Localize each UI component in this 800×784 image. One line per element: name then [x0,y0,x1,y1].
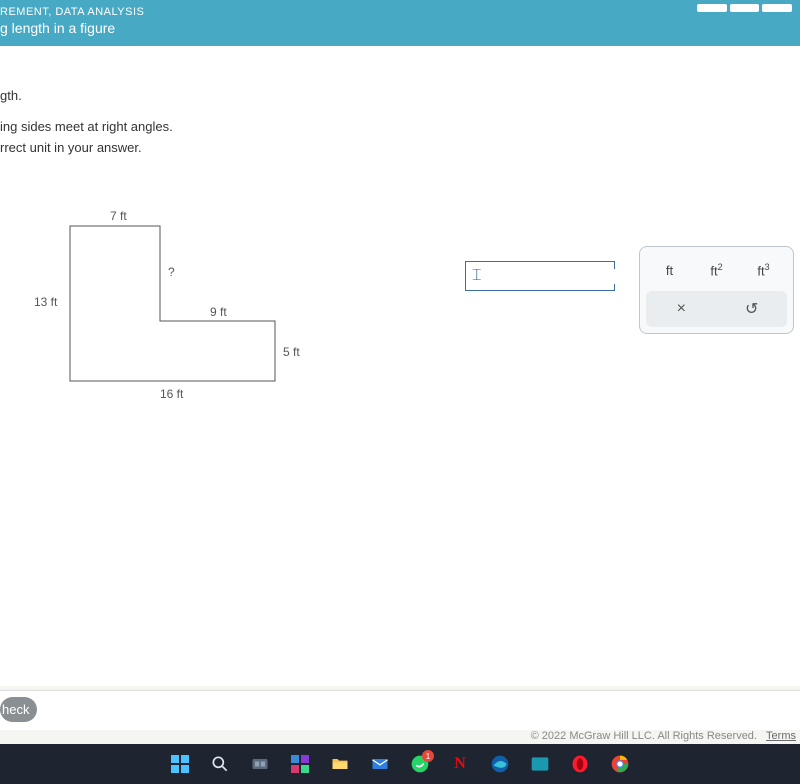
unit-ft-button[interactable]: ft [646,259,693,282]
problem-line-2: ing sides meet at right angles. [0,117,800,138]
copyright-text: © 2022 McGraw Hill LLC. All Rights Reser… [531,730,757,742]
label-right: 5 ft [283,345,300,359]
progress-indicator [697,4,792,12]
geometry-figure: 7 ft ? 13 ft 9 ft 5 ft 16 ft [20,206,320,406]
start-button[interactable] [169,753,191,775]
undo-button[interactable]: ↺ [717,299,788,319]
mail-icon[interactable] [369,753,391,775]
text-cursor-icon: ⌶ [472,267,482,285]
lesson-topic: g length in a figure [0,20,800,36]
label-top: 7 ft [110,209,127,223]
file-explorer-icon[interactable] [329,753,351,775]
label-left: 13 ft [34,295,58,309]
lesson-category: REMENT, DATA ANALYSIS [0,6,800,18]
chrome-icon[interactable] [609,753,631,775]
unit-ft2-button[interactable]: ft2 [693,258,740,282]
check-button[interactable]: heck [0,697,37,722]
unit-selector-panel: ft ft2 ft3 × ↺ [639,246,794,334]
task-view-icon[interactable] [249,753,271,775]
opera-icon[interactable] [569,753,591,775]
l-shape-outline [70,226,275,381]
unit-ft3-button[interactable]: ft3 [740,258,787,282]
label-unknown: ? [168,265,175,279]
lesson-header: REMENT, DATA ANALYSIS g length in a figu… [0,0,800,46]
clear-button[interactable]: × [646,300,717,318]
windows-taskbar: 1 N [0,744,800,784]
label-bottom: 16 ft [160,387,184,401]
whatsapp-icon[interactable]: 1 [409,753,431,775]
terms-link[interactable]: Terms [766,730,796,742]
check-bar: heck [0,690,800,730]
problem-line-1: gth. [0,86,800,107]
whatsapp-badge: 1 [422,750,434,762]
netflix-icon[interactable]: N [449,753,471,775]
answer-input-container[interactable]: ⌶ [465,261,615,291]
footer: © 2022 McGraw Hill LLC. All Rights Reser… [531,730,796,742]
edge-icon[interactable] [489,753,511,775]
label-inner: 9 ft [210,305,227,319]
widgets-icon[interactable] [289,753,311,775]
problem-line-3: rrect unit in your answer. [0,138,800,159]
prime-video-icon[interactable] [529,753,551,775]
problem-area: gth. ing sides meet at right angles. rre… [0,46,800,686]
search-icon[interactable] [209,753,231,775]
answer-field[interactable] [486,269,662,284]
problem-text: gth. ing sides meet at right angles. rre… [0,86,800,158]
